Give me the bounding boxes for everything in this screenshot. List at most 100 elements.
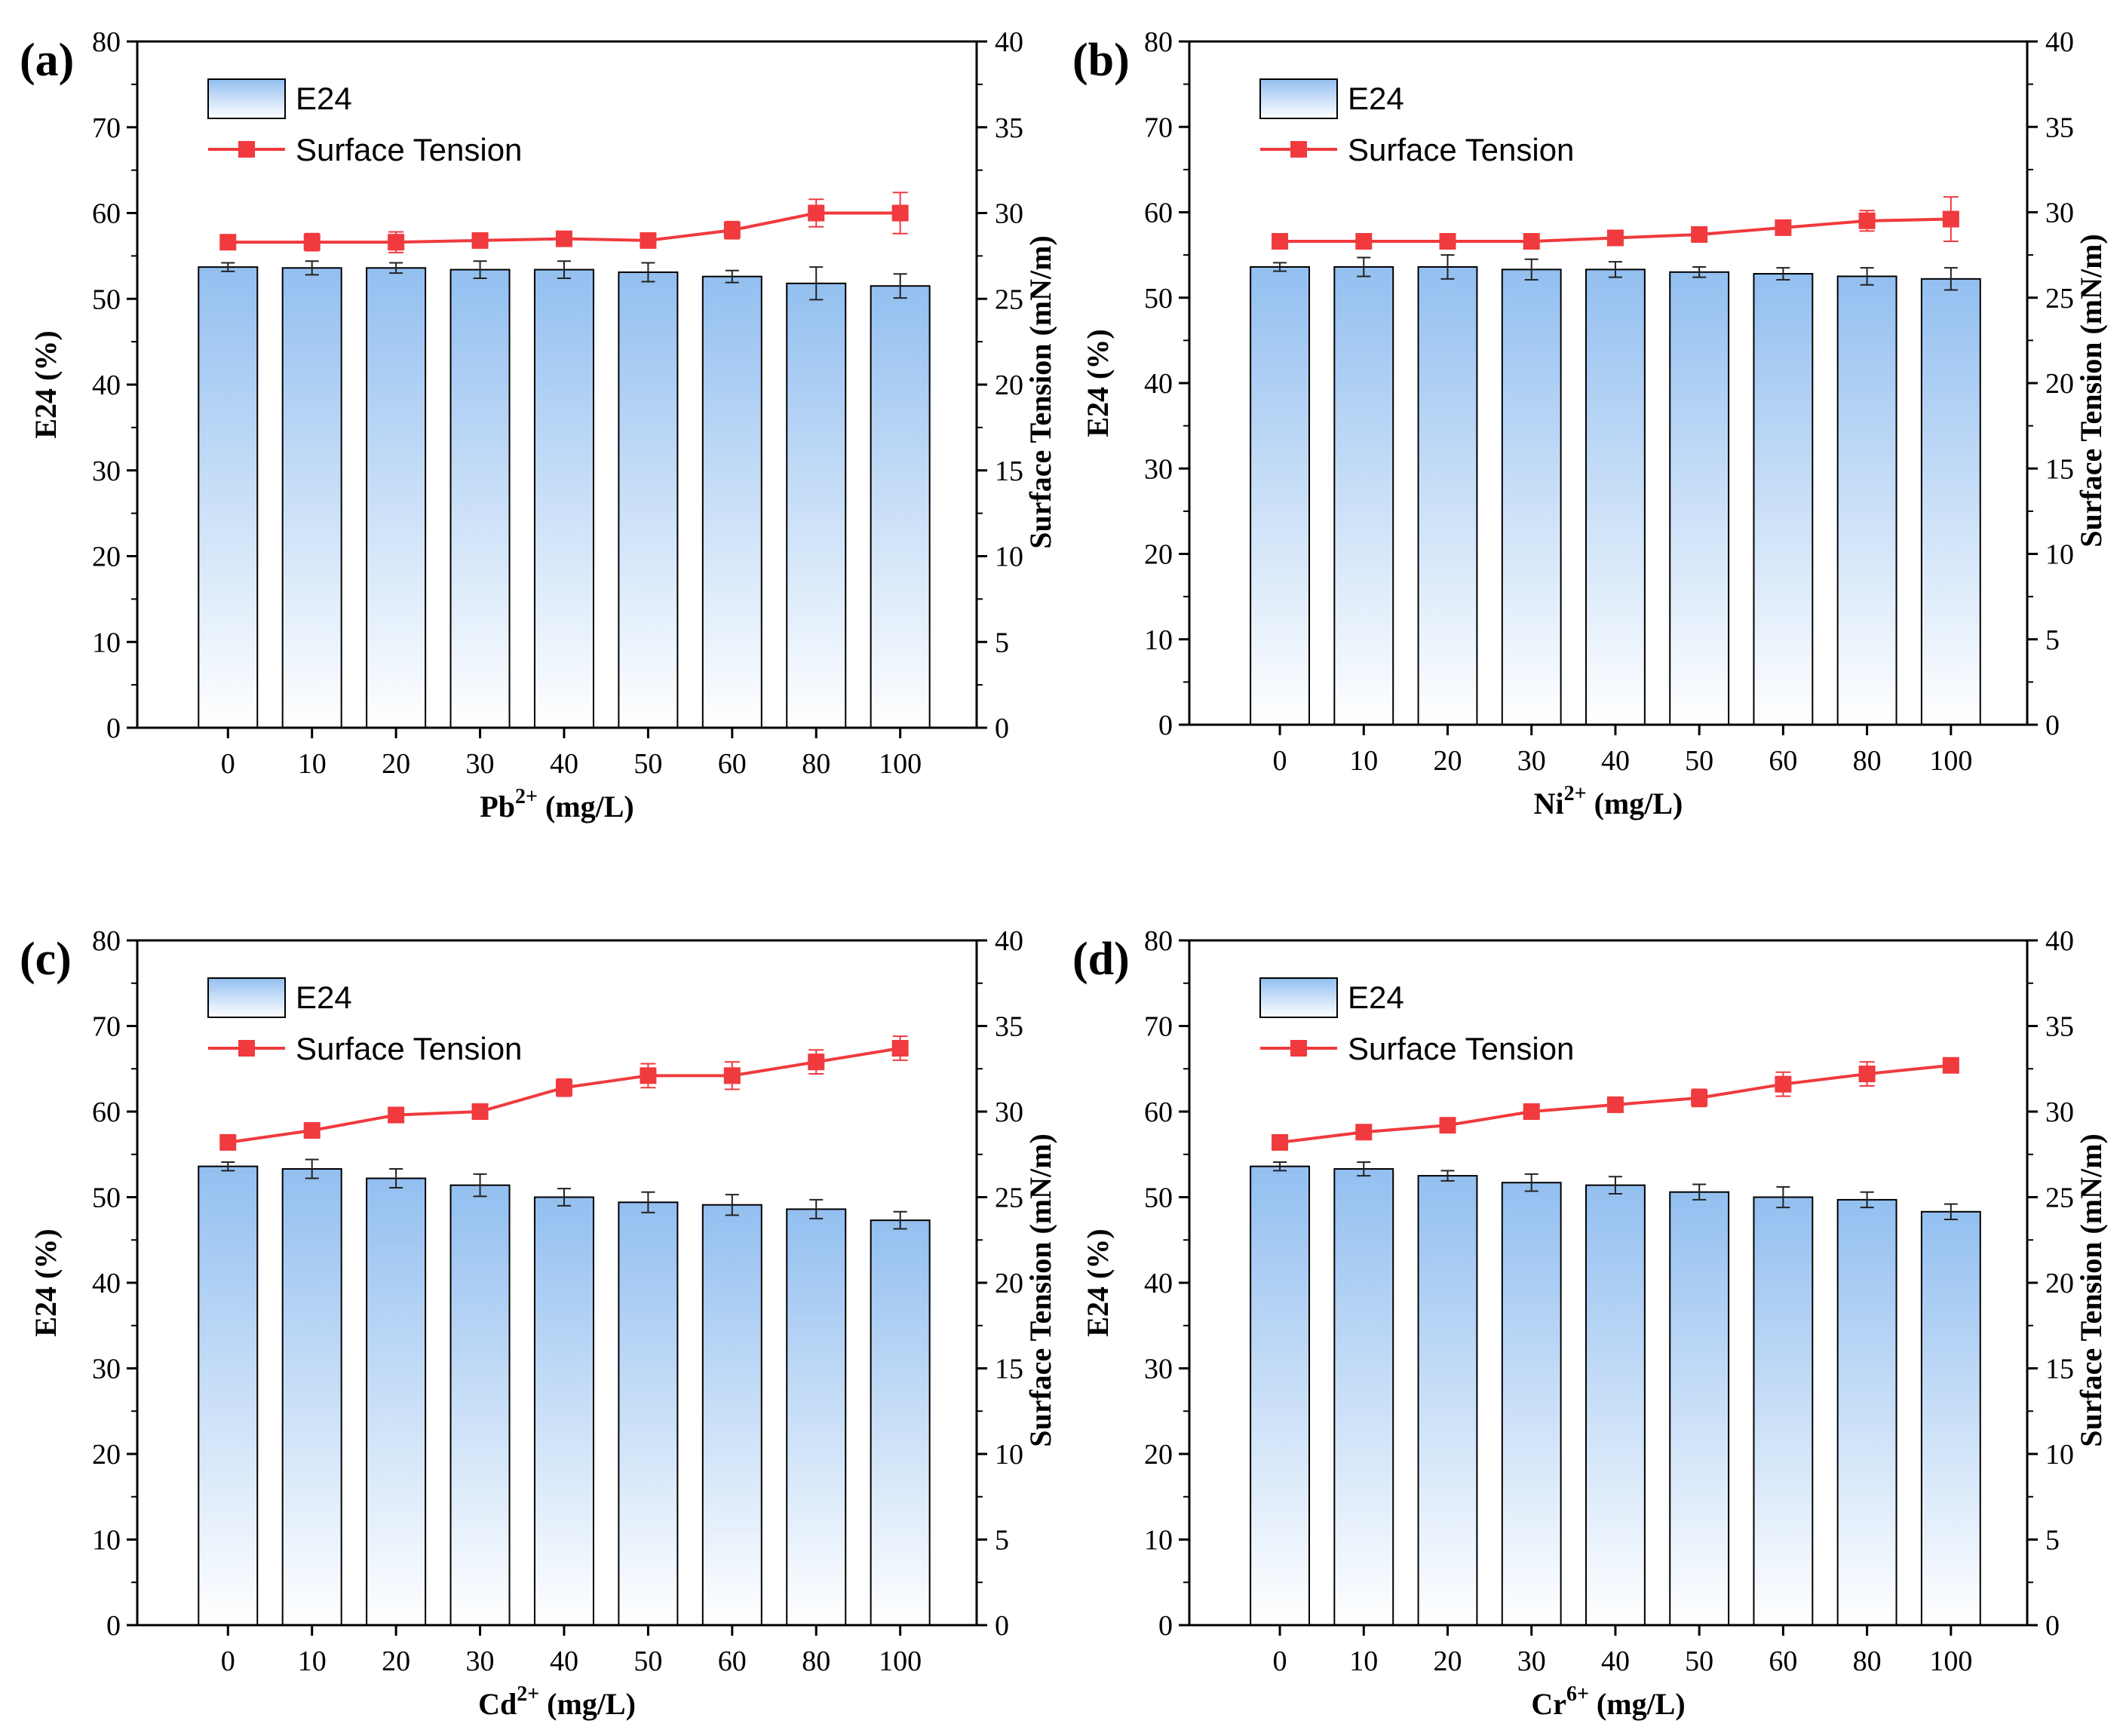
legend-label-surface-tension: Surface Tension: [296, 1031, 522, 1066]
tick-label-right: 10: [2045, 1439, 2074, 1471]
y-axis-label-left: E24 (%): [1081, 329, 1115, 437]
tick-label-x: 10: [1349, 1646, 1378, 1677]
marker-surface-tension: [1858, 212, 1876, 229]
bar-e24: [1333, 265, 1394, 726]
legend-swatch-marker: [238, 141, 255, 158]
tick-label-x: 0: [221, 1646, 235, 1677]
bar-e24: [533, 1196, 594, 1626]
legend-label-e24: E24: [1348, 980, 1404, 1015]
tick-label-left: 10: [1144, 1525, 1173, 1557]
bar-e24: [1417, 1175, 1478, 1626]
marker-surface-tension: [1355, 233, 1373, 250]
tick-label-left: 60: [1144, 198, 1173, 229]
marker-surface-tension: [1775, 219, 1792, 236]
marker-surface-tension: [1439, 233, 1456, 250]
tick-label-left: 30: [1144, 453, 1173, 485]
marker-surface-tension: [1272, 233, 1289, 250]
tick-label-left: 0: [1158, 710, 1173, 741]
tick-label-right: 40: [995, 26, 1023, 58]
marker-surface-tension: [555, 230, 572, 247]
tick-label-left: 80: [1144, 925, 1173, 957]
marker-surface-tension: [1775, 1075, 1792, 1093]
panel-label: (b): [1072, 35, 1130, 86]
tick-label-x: 40: [550, 748, 578, 780]
tick-label-x: 80: [802, 1646, 830, 1677]
y-axis-label-right: Surface Tension (mN/m): [2074, 234, 2108, 547]
tick-label-right: 15: [995, 455, 1023, 487]
marker-surface-tension: [1355, 1124, 1373, 1141]
bar-e24: [1250, 265, 1310, 726]
marker-surface-tension: [1606, 229, 1624, 247]
marker-surface-tension: [219, 234, 237, 251]
tick-label-x: 100: [879, 1646, 922, 1677]
bar-e24: [618, 271, 679, 728]
legend-swatch-marker: [1290, 1040, 1307, 1057]
x-axis-label-unit: (mg/L): [538, 790, 634, 824]
tick-label-x: 50: [1685, 745, 1713, 777]
bar-e24: [1501, 268, 1562, 725]
tick-label-left: 40: [92, 370, 121, 401]
y-axis-label-left: E24 (%): [29, 330, 63, 438]
x-axis-label-charge: 2+: [517, 1682, 539, 1706]
x-axis-label-unit: (mg/L): [539, 1687, 636, 1721]
tick-label-x: 0: [221, 748, 235, 780]
bar-e24: [1836, 275, 1897, 725]
tick-label-right: 40: [2045, 925, 2074, 957]
bar-e24: [198, 1165, 259, 1626]
tick-label-left: 50: [92, 1182, 121, 1214]
tick-label-x: 50: [634, 1646, 662, 1677]
tick-label-left: 10: [1144, 624, 1173, 656]
tick-label-right: 20: [2045, 368, 2074, 400]
tick-label-x: 30: [466, 748, 495, 780]
tick-label-x: 0: [1273, 745, 1287, 777]
tick-label-left: 60: [1144, 1097, 1173, 1128]
tick-label-right: 35: [995, 1011, 1023, 1043]
bar-e24: [366, 267, 427, 728]
bar-e24: [1417, 265, 1478, 726]
bar-e24: [1836, 1198, 1897, 1626]
bar-e24: [449, 268, 511, 728]
tick-label-x: 30: [466, 1646, 495, 1677]
legend-swatch-bar: [1259, 78, 1338, 119]
tick-label-x: 50: [634, 748, 662, 780]
x-axis-label: Pb2+ (mg/L): [480, 785, 634, 824]
tick-label-left: 30: [92, 455, 121, 487]
tick-label-right: 40: [2045, 26, 2074, 58]
tick-label-left: 20: [1144, 1439, 1173, 1471]
tick-label-left: 10: [92, 1525, 121, 1557]
x-axis-label-charge: 2+: [515, 785, 538, 808]
tick-label-right: 0: [2045, 1610, 2060, 1642]
tick-label-right: 15: [995, 1354, 1023, 1385]
bar-e24: [198, 266, 259, 729]
tick-label-right: 25: [995, 284, 1023, 315]
tick-label-right: 30: [2045, 198, 2074, 229]
tick-label-left: 10: [92, 627, 121, 658]
x-axis-label: Ni2+ (mg/L): [1534, 782, 1683, 820]
bar-e24: [1753, 273, 1814, 726]
marker-surface-tension: [388, 234, 405, 251]
tick-label-x: 10: [298, 1646, 327, 1677]
chart-panel-b: (b) 0 10 20 30 40 50 60 70 80 0 5 10 15 20 25 30 35 40 0 10 2…: [1072, 26, 2108, 820]
x-axis-label-ion: Ni: [1534, 787, 1564, 820]
legend-swatch-bar: [207, 78, 286, 119]
tick-label-x: 80: [1853, 745, 1882, 777]
tick-label-left: 80: [92, 925, 121, 957]
marker-surface-tension: [303, 234, 321, 251]
legend-label-e24: E24: [1348, 81, 1404, 116]
tick-label-right: 15: [2045, 1354, 2074, 1385]
panel-label: (d): [1072, 934, 1130, 985]
tick-label-left: 30: [1144, 1354, 1173, 1385]
marker-surface-tension: [555, 1079, 572, 1097]
tick-label-right: 35: [995, 112, 1023, 144]
marker-surface-tension: [808, 1054, 825, 1071]
x-axis-label-ion: Cd: [478, 1687, 517, 1721]
tick-label-x: 40: [550, 1646, 578, 1677]
marker-surface-tension: [1858, 1066, 1876, 1083]
chart-panel-d: (d) 0 10 20 30 40 50 60 70 80 0 5 10 15 20 25 30 35 40 0 10 2…: [1072, 925, 2108, 1721]
bar-e24: [1669, 271, 1730, 725]
marker-surface-tension: [1439, 1117, 1456, 1134]
tick-label-left: 40: [1144, 368, 1173, 400]
marker-surface-tension: [891, 204, 909, 222]
marker-surface-tension: [808, 204, 825, 222]
bar-e24: [449, 1184, 511, 1626]
